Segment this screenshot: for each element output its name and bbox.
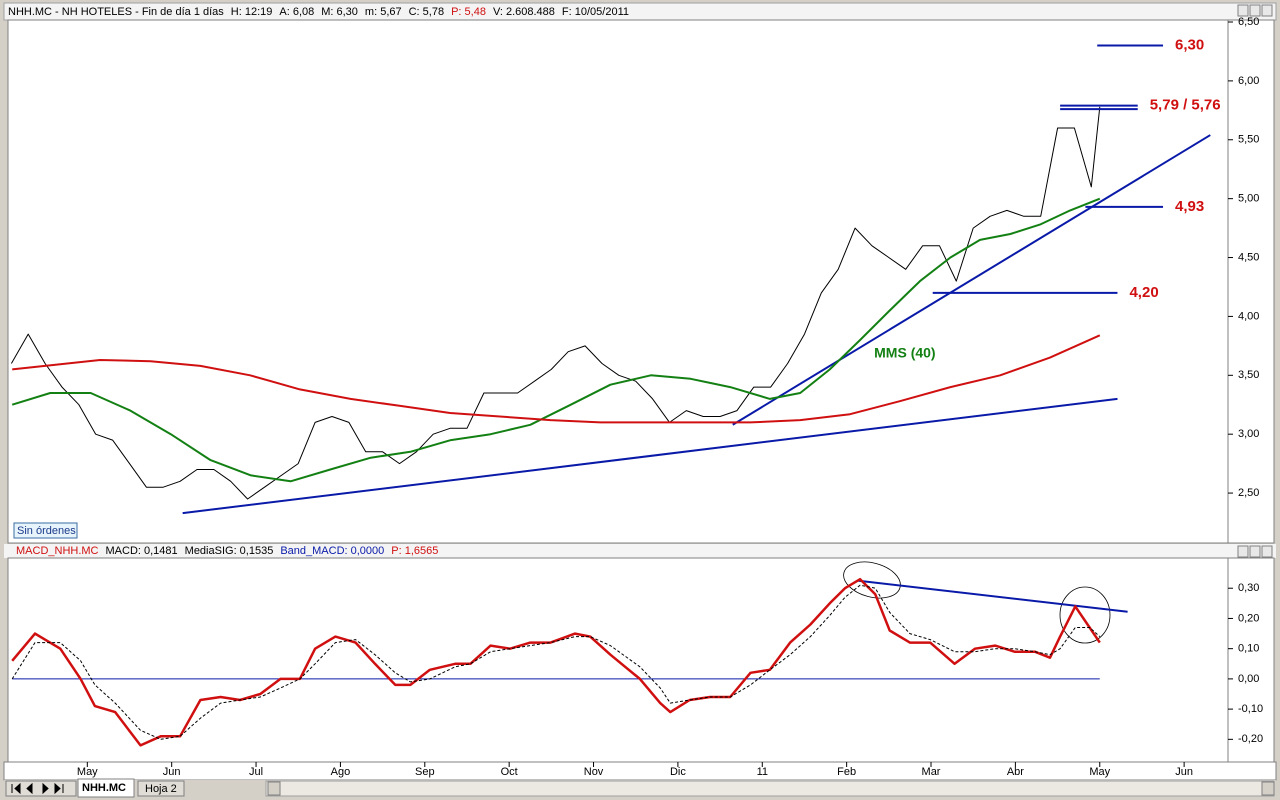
x-tick-label: Dic — [670, 766, 686, 778]
x-tick-label: 11 — [757, 766, 768, 778]
series-line — [11, 577, 1101, 747]
panel-buttons — [1237, 4, 1273, 558]
x-tick-label: Nov — [584, 766, 604, 778]
button[interactable] — [1237, 4, 1249, 17]
header-segment: M: 6,30 — [321, 6, 358, 18]
x-tick-label: Sep — [415, 766, 435, 778]
level-label: 5,79 / 5,76 — [1150, 97, 1221, 114]
header-segment: P: 1,6565 — [391, 545, 438, 557]
header-segment: NHH.MC - NH HOTELES - Fin de día 1 días — [8, 6, 224, 18]
header-segment: C: 5,78 — [409, 6, 444, 18]
level-label: 6,30 — [1175, 37, 1204, 54]
x-tick-label: Jun — [163, 766, 181, 778]
header-segment: m: 5,67 — [365, 6, 402, 18]
header-segment: MediaSIG: 0,1535 — [185, 545, 274, 557]
tab-label: NHH.MC — [82, 782, 126, 794]
highlight-circle — [843, 561, 901, 599]
button[interactable] — [1261, 4, 1273, 17]
header-segment: MACD_NHH.MC — [16, 545, 99, 557]
scroll-left[interactable] — [267, 781, 281, 796]
x-tick-label: Jun — [1175, 766, 1193, 778]
x-tick-label: Abr — [1007, 766, 1024, 778]
y-tick-label: 6,50 — [1238, 16, 1259, 28]
header-segment: H: 12:19 — [231, 6, 273, 18]
level-label: 4,20 — [1129, 284, 1158, 301]
macd-axis — [1227, 557, 1275, 763]
y-tick-label: 0,00 — [1238, 673, 1259, 685]
header-segment: A: 6,08 — [279, 6, 314, 18]
y-tick-label: 4,50 — [1238, 251, 1259, 263]
button[interactable] — [1249, 545, 1261, 558]
series-label: MMS (40) — [874, 345, 935, 361]
trend-line — [732, 134, 1211, 426]
x-tick-label: May — [77, 766, 98, 778]
series-line — [11, 584, 1101, 740]
header-segment: V: 2.608.488 — [493, 6, 555, 18]
price-panel — [7, 19, 1229, 544]
y-tick-label: 0,10 — [1238, 643, 1259, 655]
x-tick-label: Ago — [331, 766, 351, 778]
y-tick-label: 2,50 — [1238, 487, 1259, 499]
series-line — [11, 197, 1101, 483]
highlight-circle — [1059, 586, 1111, 644]
macd-legend: MACD_NHH.MC MACD: 0,1481 MediaSIG: 0,1535 B… — [16, 545, 438, 557]
series-line — [12, 334, 1101, 424]
scrollbar[interactable] — [265, 780, 1275, 797]
y-tick-label: 0,30 — [1238, 582, 1259, 594]
x-tick-label: Mar — [922, 766, 941, 778]
header-segment: Band_MACD: 0,0000 — [280, 545, 384, 557]
header-segment: MACD: 0,1481 — [106, 545, 178, 557]
tab[interactable] — [137, 780, 185, 797]
tab-active[interactable] — [77, 778, 135, 798]
button[interactable] — [1237, 545, 1249, 558]
orders-button[interactable] — [13, 522, 78, 539]
trend-line — [857, 579, 1128, 613]
series-line — [10, 106, 1101, 500]
y-tick-label: -0,10 — [1238, 703, 1263, 715]
orders-label: Sin órdenes — [17, 525, 76, 537]
tab-nav[interactable] — [5, 780, 77, 797]
time-axis — [3, 761, 1277, 781]
x-tick-label: Feb — [837, 766, 856, 778]
x-tick-label: May — [1089, 766, 1110, 778]
y-tick-label: 3,50 — [1238, 369, 1259, 381]
button[interactable] — [1261, 545, 1273, 558]
y-tick-label: 5,50 — [1238, 134, 1259, 146]
y-tick-label: 0,20 — [1238, 612, 1259, 624]
button[interactable] — [1249, 4, 1261, 17]
y-tick-label: 6,00 — [1238, 75, 1259, 87]
y-tick-label: -0,20 — [1238, 733, 1263, 745]
level-label: 4,93 — [1175, 198, 1204, 215]
y-tick-label: 3,00 — [1238, 428, 1259, 440]
scroll-right[interactable] — [1261, 781, 1275, 796]
header-text: NHH.MC - NH HOTELES - Fin de día 1 días H… — [8, 6, 629, 18]
x-tick-label: Jul — [249, 766, 263, 778]
trend-line — [182, 397, 1118, 515]
header-segment: P: 5,48 — [451, 6, 486, 18]
y-tick-label: 5,00 — [1238, 193, 1259, 205]
macd-header-bar — [4, 544, 1276, 558]
header-segment: F: 10/05/2011 — [562, 6, 629, 18]
x-tick-label: Oct — [501, 766, 518, 778]
nav-arrows — [11, 782, 64, 795]
tab-bar: NHH.MC Hoja 2 — [4, 778, 1276, 798]
y-tick-label: 4,00 — [1238, 310, 1259, 322]
tab-label: Hoja 2 — [145, 783, 177, 795]
price-axis — [1227, 19, 1275, 544]
